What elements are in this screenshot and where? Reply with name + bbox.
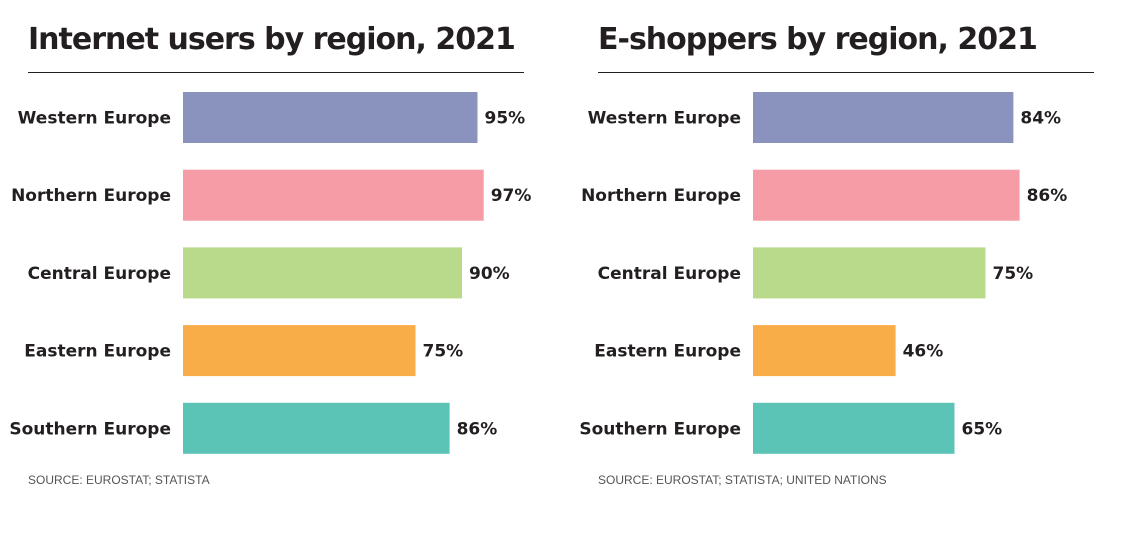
bar-southern-europe — [753, 402, 955, 454]
chart-title: Internet users by region, 2021 — [28, 22, 516, 57]
category-label-southern-europe: Southern Europe — [579, 419, 741, 439]
category-label-northern-europe: Northern Europe — [581, 186, 741, 206]
source-note: SOURCE: EUROSTAT; STATISTA; UNITED NATIO… — [598, 473, 887, 487]
bar-eastern-europe — [183, 325, 416, 377]
chart-e-shoppers: E-shoppers by region, 2021 Western Europ… — [570, 0, 1110, 538]
bar-central-europe — [183, 247, 462, 299]
bar-southern-europe — [183, 402, 450, 454]
value-label-eastern-europe: 75% — [423, 342, 464, 362]
source-note: SOURCE: EUROSTAT; STATISTA — [28, 473, 210, 487]
value-label-northern-europe: 86% — [1027, 186, 1068, 206]
value-label-southern-europe: 86% — [457, 419, 498, 439]
bar-northern-europe — [183, 169, 484, 221]
category-label-central-europe: Central Europe — [28, 264, 171, 284]
value-label-central-europe: 75% — [993, 264, 1034, 284]
value-label-central-europe: 90% — [469, 264, 510, 284]
value-label-western-europe: 95% — [485, 109, 526, 129]
chart-title: E-shoppers by region, 2021 — [598, 22, 1038, 57]
value-label-southern-europe: 65% — [962, 419, 1003, 439]
category-label-eastern-europe: Eastern Europe — [594, 342, 741, 362]
category-label-central-europe: Central Europe — [598, 264, 741, 284]
bar-chart: Western Europe 84% Northern Europe 86% Centr… — [579, 92, 1068, 454]
bar-central-europe — [753, 247, 986, 299]
title-divider — [28, 72, 524, 73]
bar-chart: Western Europe 95% Northern Europe 97% Centr… — [9, 92, 532, 454]
category-label-western-europe: Western Europe — [588, 109, 741, 129]
bar-western-europe — [183, 92, 478, 143]
bar-western-europe — [753, 92, 1014, 143]
value-label-eastern-europe: 46% — [903, 342, 944, 362]
title-divider — [598, 72, 1094, 73]
category-label-western-europe: Western Europe — [18, 109, 171, 129]
category-label-eastern-europe: Eastern Europe — [24, 342, 171, 362]
value-label-northern-europe: 97% — [491, 186, 532, 206]
value-label-western-europe: 84% — [1020, 109, 1061, 129]
bar-eastern-europe — [753, 325, 896, 377]
category-label-southern-europe: Southern Europe — [9, 419, 171, 439]
bar-northern-europe — [753, 169, 1020, 221]
chart-internet-users: Internet users by region, 2021 Western E… — [0, 0, 540, 538]
category-label-northern-europe: Northern Europe — [11, 186, 171, 206]
